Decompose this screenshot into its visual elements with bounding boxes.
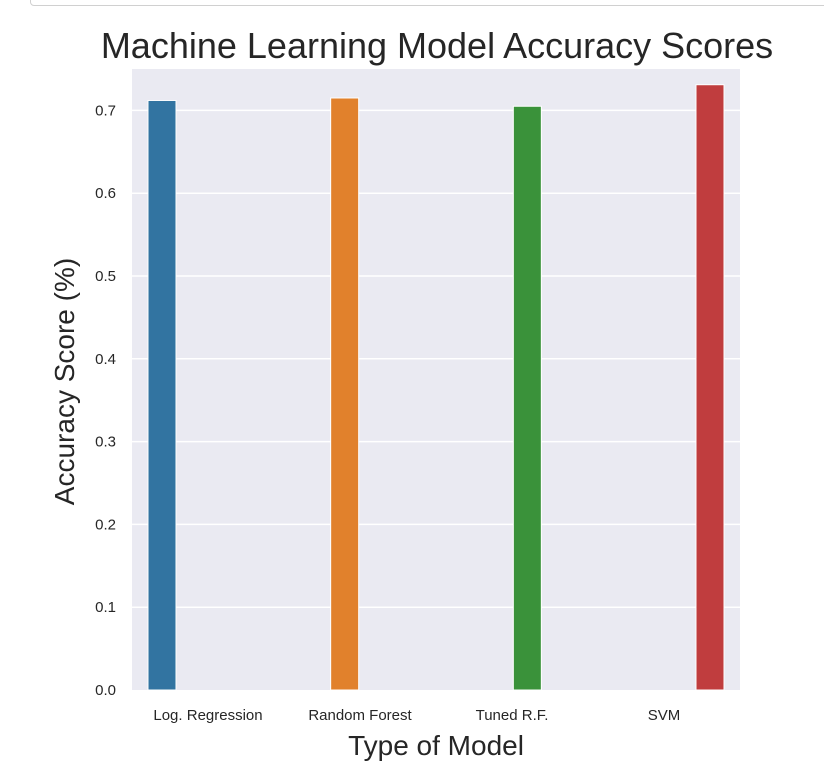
y-tick-label: 0.3	[95, 434, 116, 451]
x-tick-label: Random Forest	[308, 707, 412, 724]
x-tick-label: SVM	[648, 707, 681, 724]
y-tick-label: 0.4	[95, 351, 116, 368]
bar-random-forest	[330, 97, 360, 691]
chart-title: Machine Learning Model Accuracy Scores	[100, 25, 774, 66]
bar-tuned-r-f	[512, 105, 542, 691]
x-axis-label: Type of Model	[348, 730, 524, 761]
y-tick-label: 0.7	[95, 102, 116, 119]
bars	[147, 84, 725, 691]
x-tick-labels: Log. Regression Random Forest Tuned R.F. SV…	[153, 707, 680, 724]
bar-svm	[695, 84, 725, 691]
x-tick-label: Tuned R.F.	[476, 707, 549, 724]
y-tick-label: 0.2	[95, 516, 116, 533]
y-tick-label: 0.5	[95, 268, 116, 285]
y-tick-label: 0.6	[95, 185, 116, 202]
output-cell-frame	[30, 0, 824, 6]
bar-log-regression	[147, 99, 177, 691]
gridlines	[132, 109, 740, 608]
y-tick-label: 0.0	[95, 682, 116, 699]
y-axis-label: Accuracy Score (%)	[49, 258, 80, 505]
y-tick-labels: 0.0 0.1 0.2 0.3 0.4 0.5 0.6 0.7	[95, 102, 116, 699]
plot-area	[132, 69, 740, 690]
y-tick-label: 0.1	[95, 599, 116, 616]
x-tick-label: Log. Regression	[153, 707, 262, 724]
